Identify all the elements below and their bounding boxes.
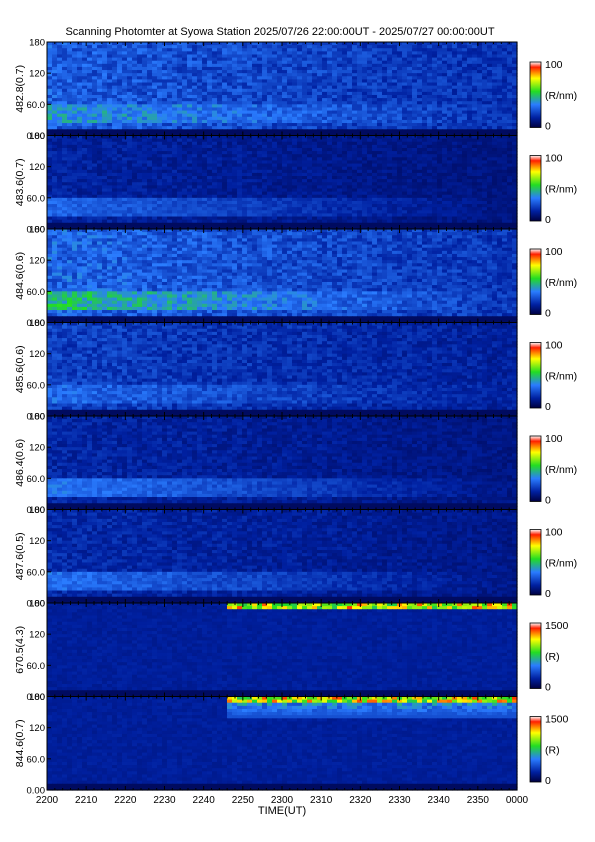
y-tick-label: 60.0 bbox=[27, 100, 46, 111]
y-tick-label: 180 bbox=[29, 38, 45, 49]
colorbar-min-label: 0 bbox=[545, 121, 551, 133]
colorbar-max-label: 100 bbox=[545, 59, 563, 71]
panel: 0.0060.0120180483.6(0.7) 1000(R/nm) bbox=[14, 131, 577, 236]
colorbar bbox=[530, 62, 541, 128]
panel-ylabel: 482.8(0.7) bbox=[14, 65, 26, 113]
y-tick-label: 120 bbox=[29, 69, 45, 80]
colorbar-unit-label: (R/nm) bbox=[545, 90, 577, 102]
